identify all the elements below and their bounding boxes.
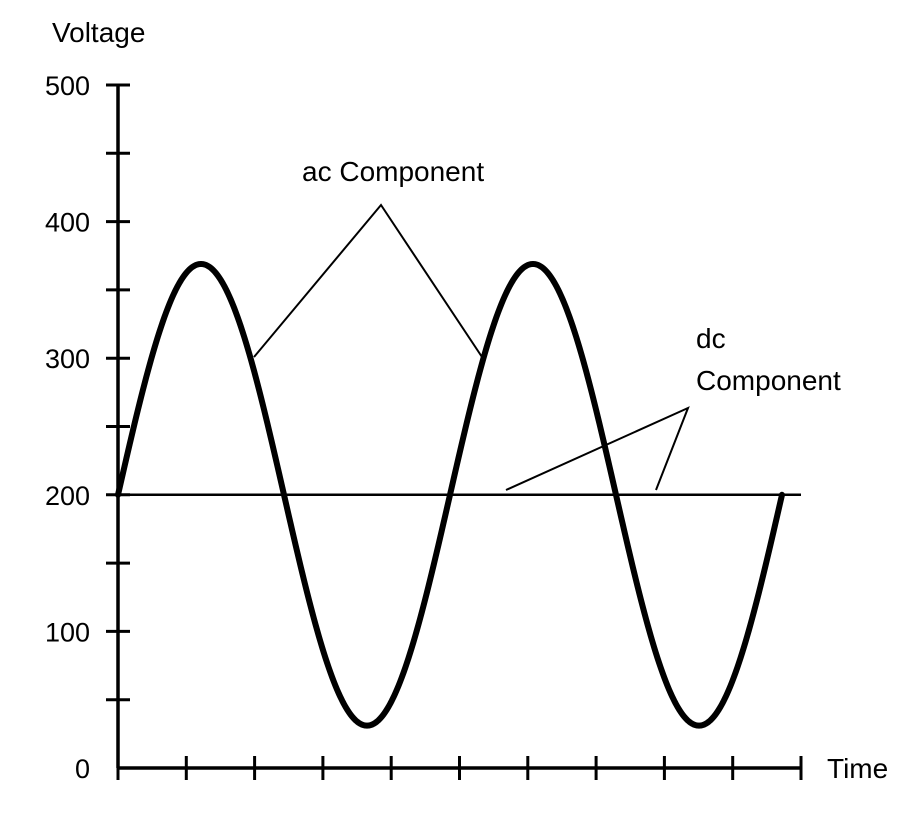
axes: 0 100 200 300 400 500 [45, 71, 803, 784]
series-layer [115, 260, 801, 729]
dc-label-line2: Component [696, 365, 841, 396]
y-tick-label: 300 [45, 344, 90, 374]
y-tick-label: 100 [45, 617, 90, 647]
y-tick-label: 200 [45, 481, 90, 511]
y-tick-label: 400 [45, 208, 90, 238]
dc-label-line1: dc [696, 323, 726, 354]
x-ticks [116, 756, 803, 780]
y-tick-label: 0 [75, 754, 90, 784]
ac-component-leader [253, 203, 483, 358]
x-axis-title: Time [827, 753, 888, 784]
dc-component-leader [505, 406, 690, 491]
y-tick-label: 500 [45, 71, 90, 101]
y-axis-title: Voltage [52, 17, 145, 48]
annotations: ac Component dc Component [253, 156, 841, 491]
y-tick-labels: 0 100 200 300 400 500 [45, 71, 90, 784]
ac-component-label: ac Component [302, 156, 484, 187]
